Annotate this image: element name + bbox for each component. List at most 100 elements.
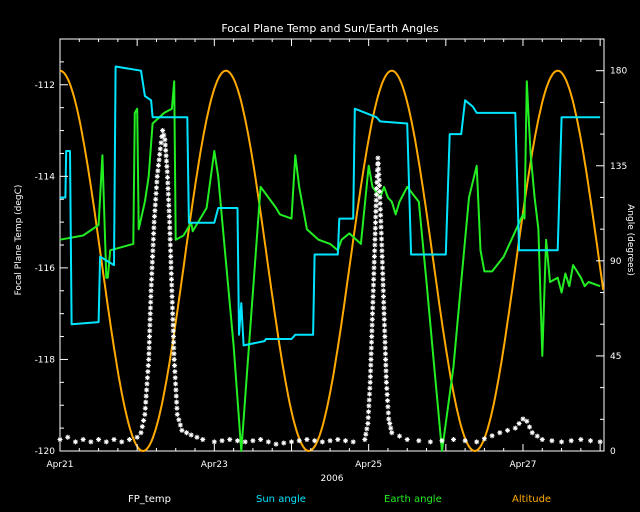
fp-temp-point — [166, 214, 172, 220]
fp-temp-point — [312, 438, 318, 444]
axes-group: Apr21 Apr23 Apr25 Apr27 -120 -118 -116 -114 -112… — [35, 38, 627, 470]
fp-temp-point — [163, 158, 169, 164]
fp-temp-point — [516, 421, 522, 427]
fp-temp-point — [169, 282, 175, 288]
fp-temp-point — [155, 168, 161, 174]
fp-temp-point — [416, 438, 422, 444]
fp-temp-point — [373, 203, 379, 209]
fp-temp-point — [184, 430, 190, 436]
fp-temp-point — [367, 379, 373, 385]
fp-temp-point — [153, 185, 159, 191]
fp-temp-point — [265, 439, 271, 445]
fp-temp-point — [168, 271, 174, 277]
fp-temp-point — [373, 192, 379, 198]
fp-temp-point — [119, 439, 125, 445]
fp-temp-point — [171, 345, 177, 351]
fp-temp-point — [382, 334, 388, 340]
fp-temp-point — [142, 405, 148, 411]
fp-temp-point — [147, 334, 153, 340]
fp-temp-point — [370, 305, 376, 311]
fp-temp-point — [170, 334, 176, 340]
fp-temp-point — [559, 439, 565, 445]
fp-temp-point — [72, 439, 78, 445]
legend-sun-angle: Sun angle — [256, 494, 306, 505]
y-right-tick-label: 135 — [610, 162, 627, 172]
fp-temp-point — [148, 294, 154, 299]
fp-temp-point — [385, 404, 391, 410]
fp-temp-point — [529, 430, 535, 436]
fp-temp-point — [172, 363, 178, 369]
fp-temp-point — [380, 282, 386, 288]
fp-temp-point — [370, 311, 376, 317]
legend-altitude: Altitude — [512, 494, 552, 505]
fp-temp-point — [167, 225, 173, 231]
fp-temp-point — [161, 132, 167, 138]
y-right-tick-label: 0 — [610, 447, 616, 457]
y-left-tick-label: -114 — [35, 172, 56, 182]
fp-temp-point — [371, 259, 377, 265]
fp-temp-point — [165, 180, 171, 186]
fp-temp-point — [382, 328, 388, 334]
fp-temp-point — [384, 392, 390, 398]
fp-temp-point — [497, 430, 503, 436]
fp-temp-point — [512, 425, 518, 431]
fp-temp-point — [288, 439, 294, 445]
fp-temp-point — [163, 147, 169, 153]
fp-temp-point — [378, 218, 384, 224]
fp-temp-point — [371, 276, 377, 282]
fp-temp-point — [296, 438, 302, 444]
fp-temp-point — [164, 169, 170, 175]
fp-temp-point — [370, 282, 376, 288]
fp-temp-point — [179, 427, 185, 433]
fp-temp-point — [381, 305, 387, 311]
fp-temp-point — [147, 316, 153, 322]
x-tick-label: Apr27 — [509, 460, 536, 470]
fp-temp-point — [158, 140, 164, 146]
fp-temp-point — [152, 208, 158, 214]
fp-temp-point — [383, 379, 389, 385]
fp-temp-point — [365, 415, 371, 421]
fp-temp-point — [166, 208, 172, 214]
fp-temp-point — [343, 438, 349, 444]
fp-temp-point — [165, 191, 171, 197]
fp-temp-point — [142, 411, 148, 417]
fp-temp-point — [173, 387, 179, 393]
fp-temp-point — [520, 416, 526, 422]
fp-temp-point — [451, 437, 457, 443]
fp-temp-point — [145, 369, 151, 375]
fp-temp-point — [219, 438, 225, 444]
fp-temp-point — [168, 259, 174, 265]
fp-temp-point — [173, 393, 179, 399]
fp-temp-point — [362, 437, 368, 443]
fp-temp-point — [147, 322, 153, 328]
fp-temp-point — [370, 294, 376, 299]
y-right-tick-label: 45 — [610, 352, 621, 362]
fp-temp-point — [143, 393, 149, 399]
fp-temp-point — [350, 439, 356, 445]
fp-temp-point — [153, 196, 159, 202]
fp-temp-point — [369, 322, 375, 328]
fp-temp-point — [143, 399, 149, 405]
y-right-tick-label: 90 — [610, 257, 622, 267]
fp-temp-point — [505, 427, 511, 433]
fp-temp-point — [366, 397, 372, 403]
fp-temp-point — [169, 299, 175, 305]
series-group — [57, 65, 605, 452]
fp-temp-point — [381, 322, 387, 328]
fp-temp-point — [481, 436, 487, 442]
fp-temp-point — [234, 438, 240, 444]
fp-temp-point — [368, 362, 374, 368]
fp-temp-point — [174, 399, 180, 405]
fp-temp-point — [368, 345, 374, 351]
fp-temp-point — [489, 433, 495, 439]
fp-temp-point — [534, 433, 540, 439]
fp-temp-point — [335, 437, 341, 443]
fp-temp-point — [146, 339, 152, 345]
fp-temp-point — [374, 179, 380, 185]
fp-temp-point — [383, 368, 389, 374]
legend-earth-angle: Earth angle — [384, 494, 442, 505]
fp-temp-point — [148, 288, 154, 294]
fp-temp-point — [164, 163, 170, 169]
fp-temp-point — [250, 438, 256, 444]
fp-temp-point — [381, 299, 387, 305]
